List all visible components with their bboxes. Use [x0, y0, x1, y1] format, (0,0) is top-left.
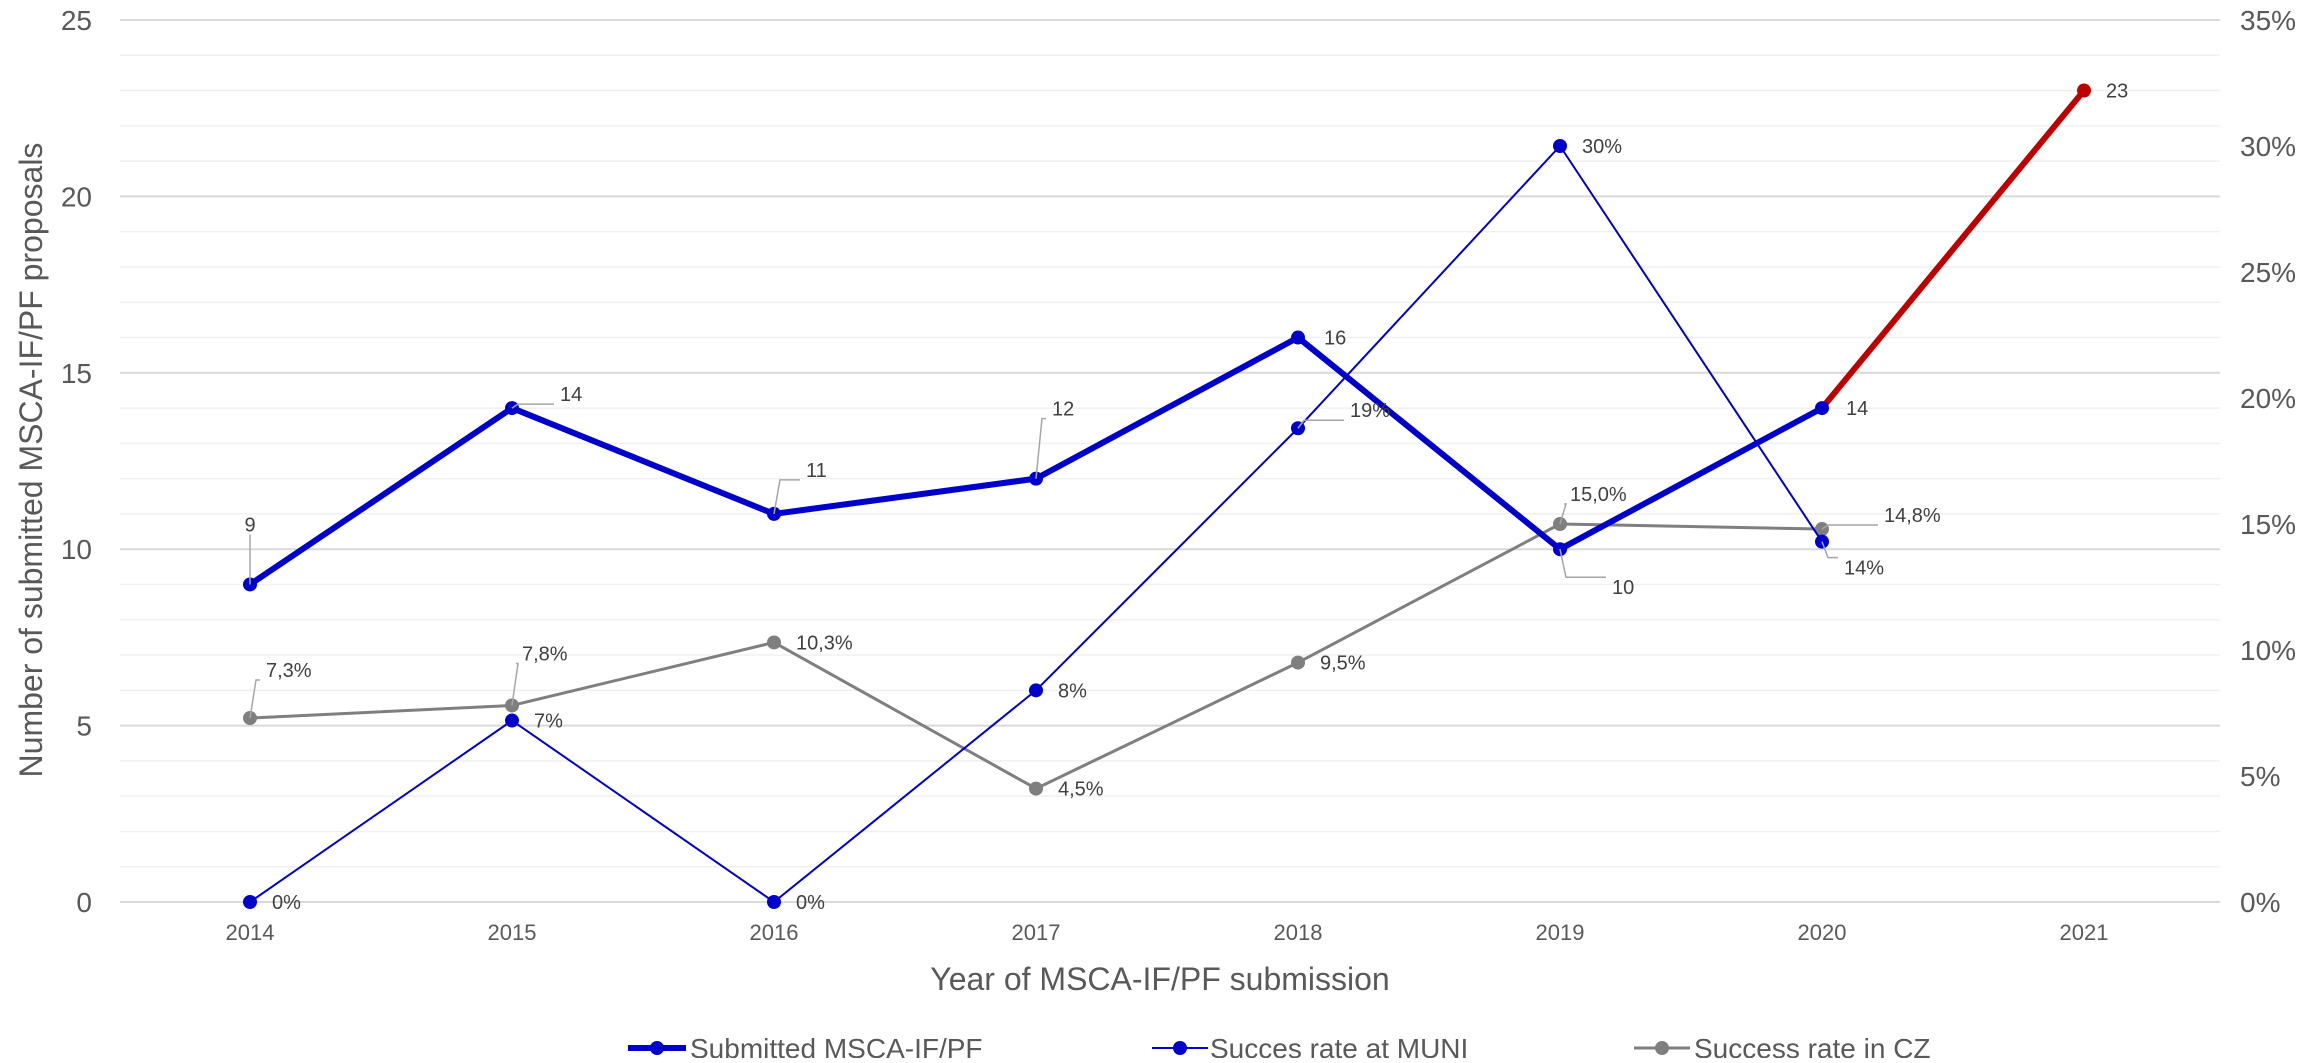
y2-tick-label: 30% — [2240, 131, 2296, 162]
y-tick-label: 25 — [61, 5, 92, 36]
x-tick-label: 2020 — [1798, 920, 1847, 945]
submitted-line — [248, 334, 1824, 587]
muni-rate-label-leader — [1297, 419, 1344, 429]
data-labels: 9 14 11 12 16 10 14 23 0% 7% 0% 8% 19% 30% 14% 7,3% 7,8%… — [244, 81, 2128, 914]
submitted-data-label: 10 — [1612, 577, 1634, 599]
submitted-point[interactable] — [1291, 330, 1305, 345]
submitted-forecast-segment — [1819, 88, 2087, 410]
submitted-data-label: 23 — [2106, 81, 2128, 103]
muni-rate-data-label: 14% — [1844, 558, 1884, 580]
y2-tick-label: 25% — [2240, 257, 2296, 288]
submitted-data-label: 12 — [1052, 399, 1074, 421]
muni-rate-data-label: 7% — [534, 711, 563, 733]
submitted-point[interactable] — [1815, 401, 1829, 416]
submitted-label-leader — [773, 479, 800, 515]
x-tick-label: 2021 — [2060, 920, 2109, 945]
y2-tick-label: 0% — [2240, 887, 2280, 918]
submitted-data-label: 9 — [244, 514, 255, 536]
legend-item-submitted[interactable]: Submitted MSCA-IF/PF — [628, 1033, 983, 1063]
cz-rate-label-leader — [511, 662, 519, 706]
y-tick-label: 15 — [61, 358, 92, 389]
x-tick-label: 2014 — [226, 920, 275, 945]
cz-rate-point[interactable] — [1291, 655, 1305, 670]
muni-rate-data-label: 0% — [796, 892, 825, 914]
y-tick-label: 10 — [61, 534, 92, 565]
legend-label-cz: Success rate in CZ — [1694, 1033, 1931, 1058]
legend-item-cz[interactable]: Success rate in CZ — [1634, 1033, 1931, 1063]
x-tick-label: 2018 — [1274, 920, 1323, 945]
cz-rate-label-leader — [1821, 524, 1878, 530]
legend: Submitted MSCA-IF/PF Succes rate at MUNI… — [628, 1033, 1931, 1063]
x-tick-label: 2016 — [750, 920, 799, 945]
y2-tick-label: 35% — [2240, 5, 2296, 36]
submitted-data-label: 14 — [560, 384, 582, 406]
gridlines — [120, 19, 2220, 903]
cz-rate-label-leader — [249, 679, 260, 719]
y-tick-label: 0 — [76, 887, 92, 918]
cz-rate-data-label: 10,3% — [796, 632, 853, 654]
cz-rate-data-label: 14,8% — [1884, 505, 1941, 527]
cz-rate-data-label: 7,3% — [266, 660, 312, 682]
x-axis-title: Year of MSCA-IF/PF submission — [930, 961, 1389, 997]
muni-rate-point[interactable] — [1553, 139, 1567, 153]
cz-rate-point[interactable] — [1029, 781, 1043, 796]
y2-tick-label: 20% — [2240, 383, 2296, 414]
x-tick-label: 2015 — [488, 920, 537, 945]
submitted-data-label: 14 — [1846, 398, 1868, 420]
submitted-data-label: 16 — [1324, 328, 1346, 350]
cz-rate-point[interactable] — [767, 635, 781, 650]
submitted-point[interactable] — [2077, 83, 2091, 98]
submitted-label-leader — [511, 403, 554, 409]
muni-rate-data-label: 19% — [1350, 400, 1390, 422]
muni-rate-data-label: 30% — [1582, 136, 1622, 158]
muni-rate-data-label: 0% — [272, 892, 301, 914]
cz-rate-data-label: 7,8% — [522, 643, 568, 665]
series-lines — [243, 83, 2091, 909]
cz-rate-data-label: 4,5% — [1058, 779, 1104, 801]
legend-label-muni: Succes rate at MUNI — [1210, 1033, 1468, 1058]
y2-tick-label: 15% — [2240, 509, 2296, 540]
axis-ticks: 0 5 10 15 20 25 0% 5% 10% 15% 20% 25% 30% 35% 2014 2015… — [61, 5, 2296, 945]
y-tick-label: 5 — [76, 711, 92, 742]
cz-rate-label-leader — [1559, 503, 1568, 525]
y2-tick-label: 10% — [2240, 635, 2296, 666]
cz-rate-data-label: 15,0% — [1570, 484, 1627, 506]
muni-rate-point[interactable] — [505, 713, 519, 728]
submitted-data-label: 11 — [806, 460, 827, 482]
x-tick-label: 2019 — [1536, 920, 1585, 945]
legend-item-muni[interactable]: Succes rate at MUNI — [1152, 1033, 1468, 1063]
y-axis-title: Number of submitted MSCA-IF/PF proposals — [13, 143, 49, 778]
y2-tick-label: 5% — [2240, 761, 2280, 792]
muni-rate-data-label: 8% — [1058, 680, 1087, 702]
label-leaders — [249, 403, 1878, 719]
legend-label-submitted: Submitted MSCA-IF/PF — [690, 1033, 983, 1058]
x-tick-label: 2017 — [1012, 920, 1061, 945]
y-tick-label: 20 — [61, 181, 92, 212]
muni-rate-point[interactable] — [1029, 683, 1043, 698]
muni-rate-point[interactable] — [243, 895, 257, 909]
cz-rate-data-label: 9,5% — [1320, 653, 1366, 675]
submitted-label-leader — [1559, 549, 1606, 578]
cz-rate-line — [249, 522, 1823, 791]
muni-rate-label-leader — [1821, 541, 1838, 559]
muni-rate-point[interactable] — [767, 895, 781, 909]
submitted-label-leader — [1035, 417, 1046, 479]
